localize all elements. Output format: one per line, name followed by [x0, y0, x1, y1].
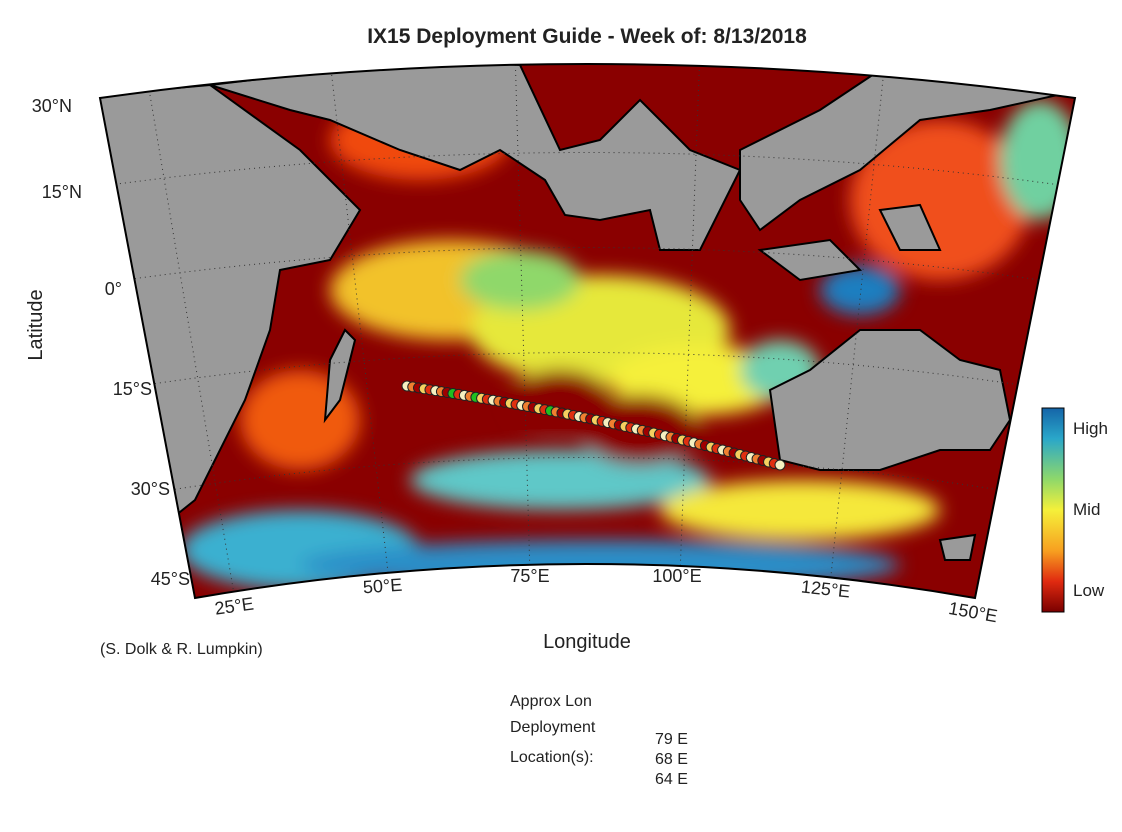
track-point	[774, 459, 786, 471]
colorbar-label: Mid	[1073, 500, 1100, 519]
deployment-label: Deployment	[510, 719, 596, 736]
drifter-track	[401, 380, 786, 471]
deployment-location: 68 E	[655, 751, 688, 768]
lon-tick-label: 75°E	[510, 566, 549, 586]
lat-tick-label: 0°	[105, 279, 122, 299]
lat-tick-label: 30°N	[32, 96, 72, 116]
map	[100, 64, 1075, 598]
deployment-label: Location(s):	[510, 749, 594, 766]
title: IX15 Deployment Guide - Week of: 8/13/20…	[367, 25, 807, 48]
lon-tick-label: 125°E	[800, 577, 851, 602]
colorbar-label: High	[1073, 419, 1108, 438]
graticule	[100, 64, 1075, 598]
deployment-label: Approx Lon	[510, 693, 592, 710]
lat-tick-label: 30°S	[131, 479, 170, 499]
lat-tick-label: 45°S	[151, 569, 190, 589]
map-frame	[98, 63, 1077, 600]
deployment-location: 79 E	[655, 731, 688, 748]
deployment-location: 64 E	[655, 771, 688, 788]
colorbar	[1041, 407, 1065, 613]
lat-tick-label: 15°S	[113, 379, 152, 399]
lat-tick-label: 15°N	[42, 182, 82, 202]
lon-tick-label: 100°E	[652, 566, 701, 586]
lon-tick-label: 50°E	[362, 575, 403, 598]
lon-tick-label: 25°E	[213, 593, 255, 618]
credit: (S. Dolk & R. Lumpkin)	[100, 641, 263, 658]
y-axis-label: Latitude	[25, 289, 47, 360]
lon-tick-label: 150°E	[947, 598, 999, 626]
colorbar-label: Low	[1073, 581, 1105, 600]
x-axis-label: Longitude	[543, 631, 631, 653]
